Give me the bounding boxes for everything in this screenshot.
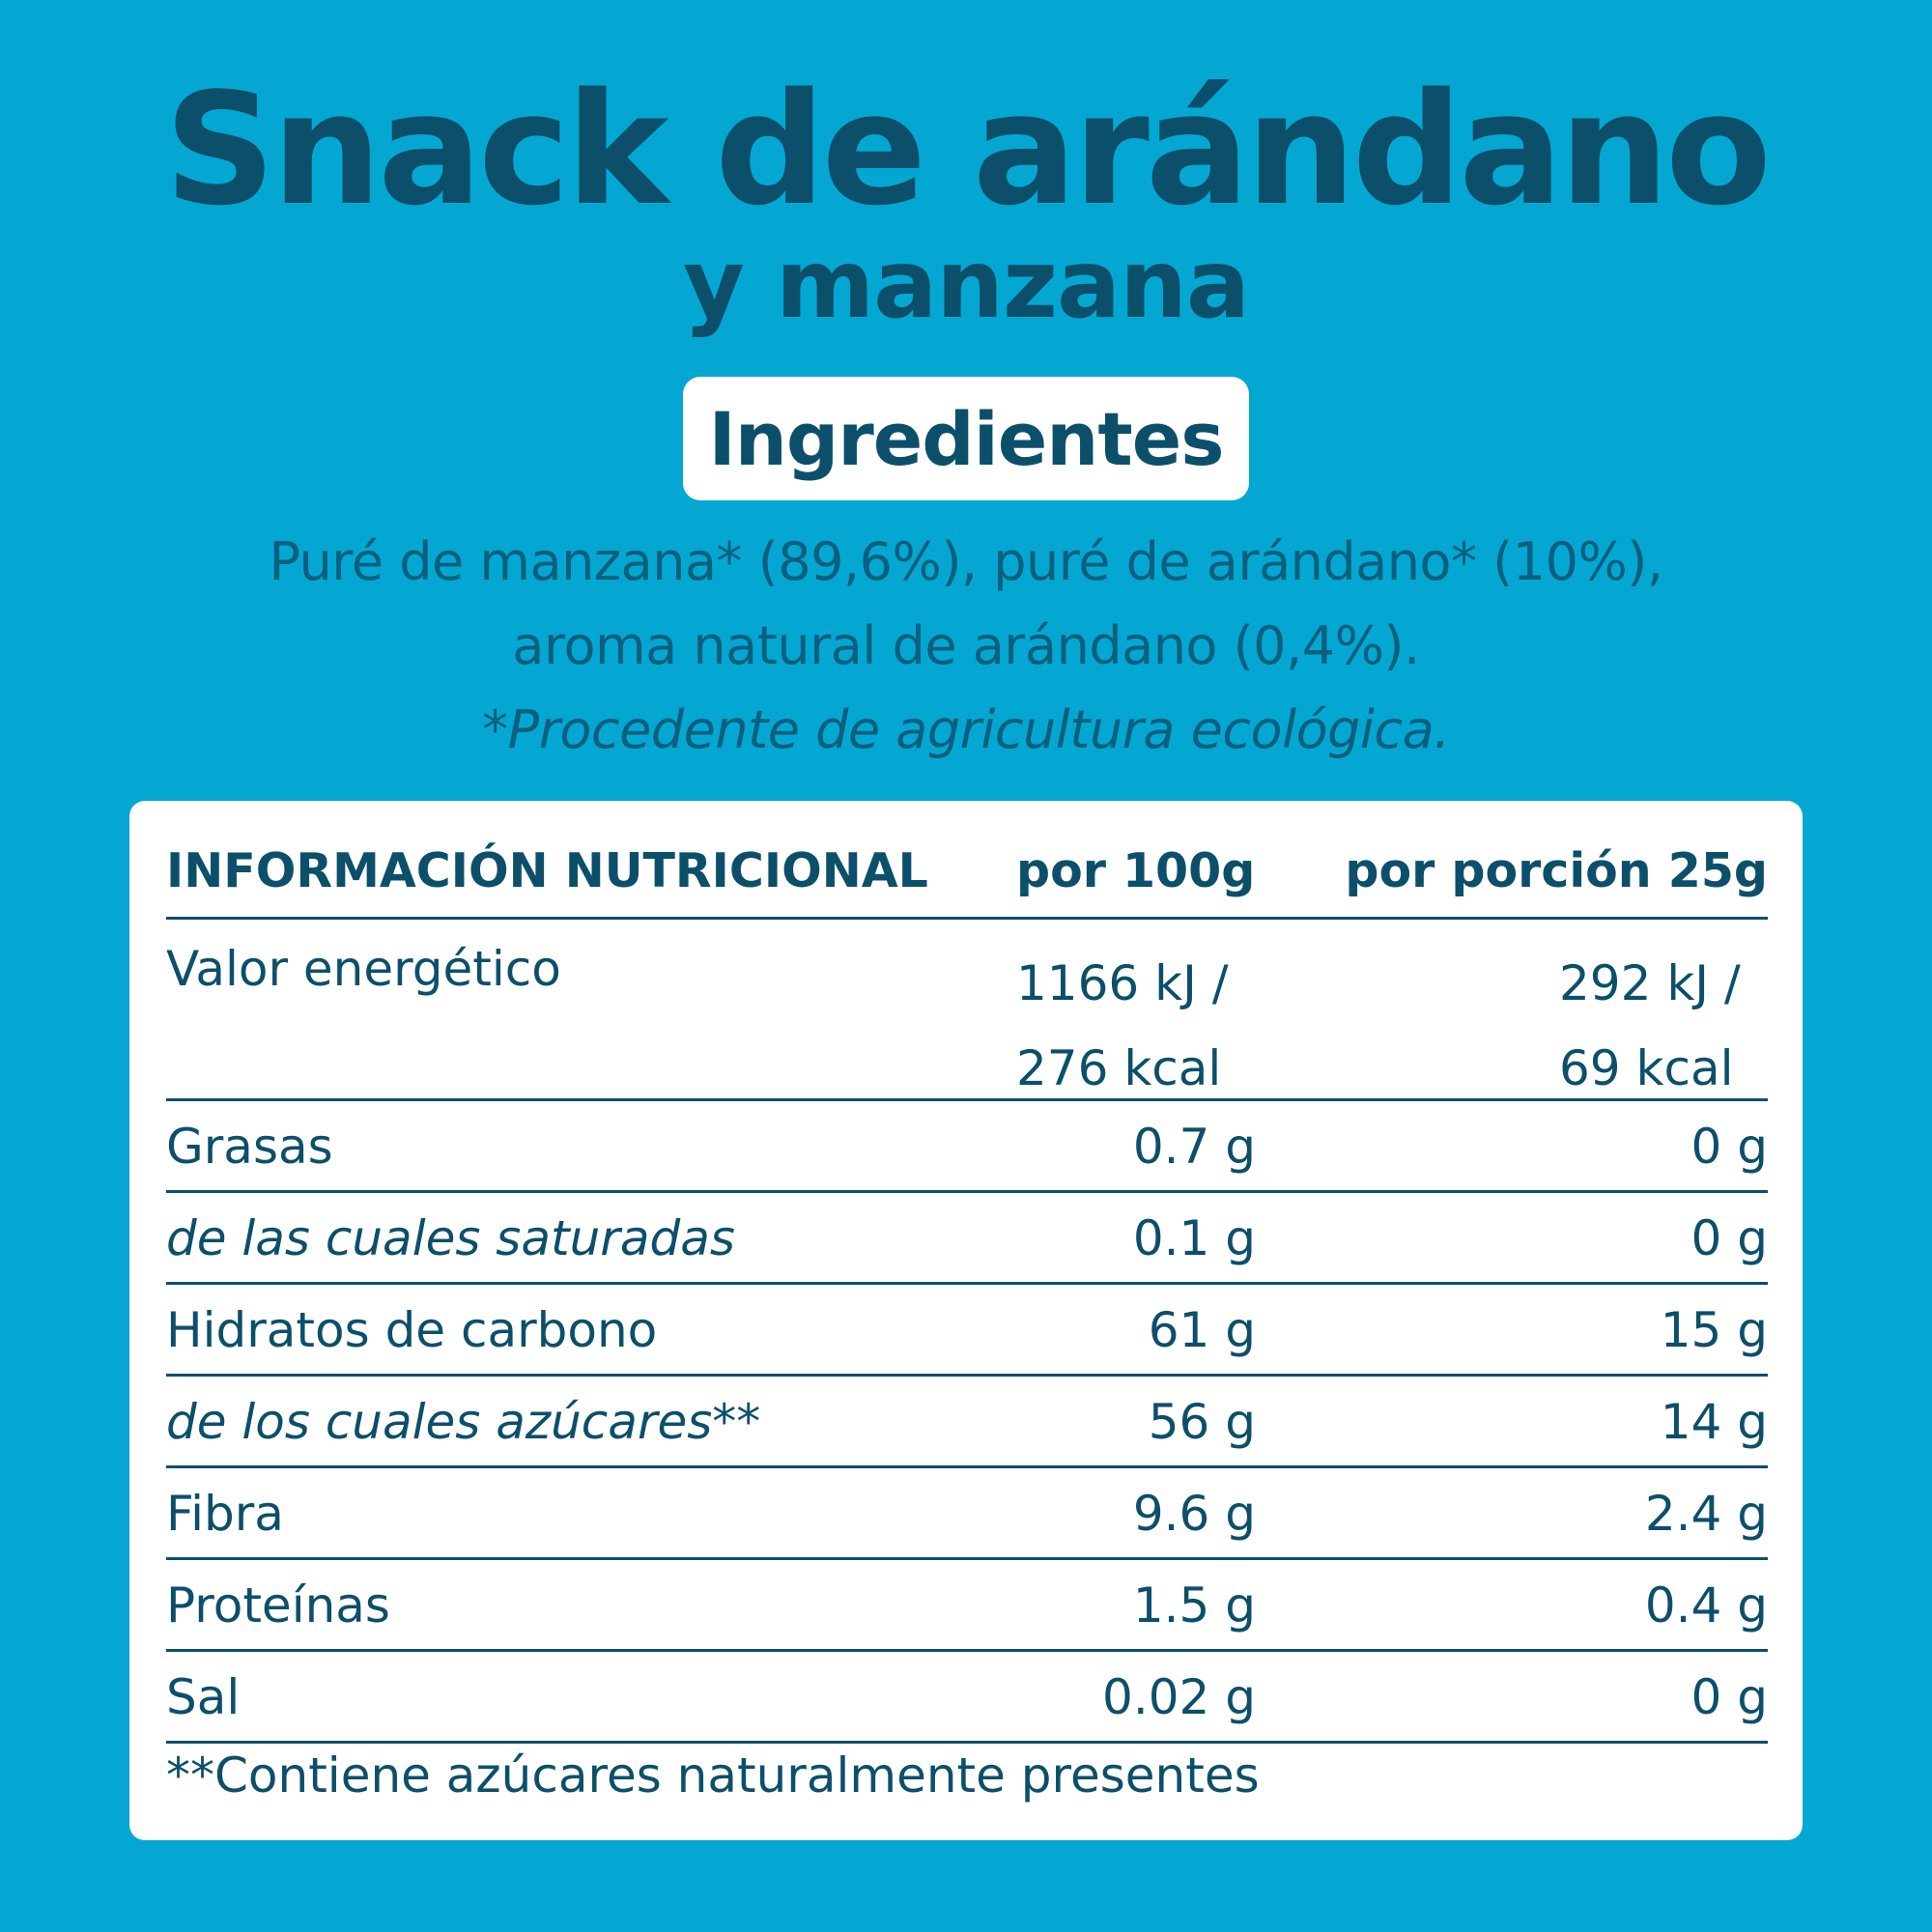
nutrient-label: Sal (166, 1669, 241, 1725)
product-title: Snack de arándano y manzana (0, 59, 1932, 340)
nutrition-row: Grasas 0.7 g 0 g (166, 1101, 1768, 1193)
ingredients-text: Puré de manzana* (89,6%), puré de aránda… (97, 520, 1835, 772)
nutrition-header-per100: por 100g (1016, 843, 1256, 898)
ingredients-line1: Puré de manzana* (89,6%), puré de aránda… (269, 531, 1663, 592)
ingredients-note: *Procedente de agricultura ecológica. (482, 699, 1450, 760)
energy-per100: 1166 kJ / 276 kcal (1016, 941, 1229, 1111)
nutrient-per100: 0.7 g (1132, 1119, 1256, 1175)
nutrient-label: Proteínas (166, 1577, 390, 1634)
energy-portion-kcal: 69 kcal (1559, 1040, 1734, 1096)
nutrient-label: Grasas (166, 1119, 333, 1175)
nutrition-row: Sal 0.02 g 0 g (166, 1652, 1768, 1744)
energy-per100-kcal: 276 kcal (1016, 1040, 1222, 1096)
nutrition-footnote: **Contiene azúcares naturalmente present… (166, 1747, 1260, 1804)
energy-portion-kj: 292 kJ / (1559, 955, 1741, 1011)
nutrient-per100: 9.6 g (1132, 1486, 1256, 1542)
nutrient-per100: 0.02 g (1102, 1669, 1256, 1725)
nutrient-label: de las cuales saturadas (166, 1210, 735, 1266)
nutrition-table: INFORMACIÓN NUTRICIONAL por 100g por por… (166, 830, 1768, 1744)
nutrition-row-energy: Valor energético 1166 kJ / 276 kcal 292 … (166, 920, 1768, 1101)
nutrient-per100: 56 g (1148, 1394, 1256, 1450)
nutrition-row: Fibra 9.6 g 2.4 g (166, 1468, 1768, 1560)
nutrition-row: de los cuales azúcares** 56 g 14 g (166, 1377, 1768, 1468)
nutrition-header-label: INFORMACIÓN NUTRICIONAL (166, 843, 928, 898)
nutrient-portion: 0 g (1690, 1669, 1768, 1725)
nutrient-per100: 61 g (1148, 1302, 1256, 1358)
energy-label: Valor energético (166, 941, 561, 997)
nutrient-per100: 1.5 g (1132, 1577, 1256, 1634)
nutrient-label: Hidratos de carbono (166, 1302, 658, 1358)
ingredients-line2: aroma natural de arándano (0,4%). (512, 615, 1420, 676)
ingredients-badge: Ingredientes (683, 377, 1249, 500)
energy-portion: 292 kJ / 69 kcal (1559, 941, 1741, 1111)
nutrition-header-portion: por porción 25g (1345, 843, 1768, 898)
product-title-line1: Snack de arándano (164, 59, 1772, 240)
energy-per100-kj: 1166 kJ / (1016, 955, 1229, 1011)
nutrient-portion: 0 g (1690, 1119, 1768, 1175)
nutrient-portion: 0.4 g (1644, 1577, 1768, 1634)
nutrition-header-row: INFORMACIÓN NUTRICIONAL por 100g por por… (166, 830, 1768, 920)
product-title-line2: y manzana (682, 230, 1250, 340)
nutrient-portion: 0 g (1690, 1210, 1768, 1266)
nutrient-portion: 2.4 g (1644, 1486, 1768, 1542)
nutrient-portion: 14 g (1660, 1394, 1768, 1450)
nutrition-row: de las cuales saturadas 0.1 g 0 g (166, 1193, 1768, 1285)
nutrient-label: Fibra (166, 1486, 284, 1542)
nutrient-label: de los cuales azúcares** (166, 1394, 761, 1450)
nutrient-portion: 15 g (1660, 1302, 1768, 1358)
nutrition-row: Proteínas 1.5 g 0.4 g (166, 1560, 1768, 1652)
nutrient-per100: 0.1 g (1132, 1210, 1256, 1266)
nutrition-card: INFORMACIÓN NUTRICIONAL por 100g por por… (129, 801, 1803, 1840)
nutrition-row: Hidratos de carbono 61 g 15 g (166, 1285, 1768, 1377)
